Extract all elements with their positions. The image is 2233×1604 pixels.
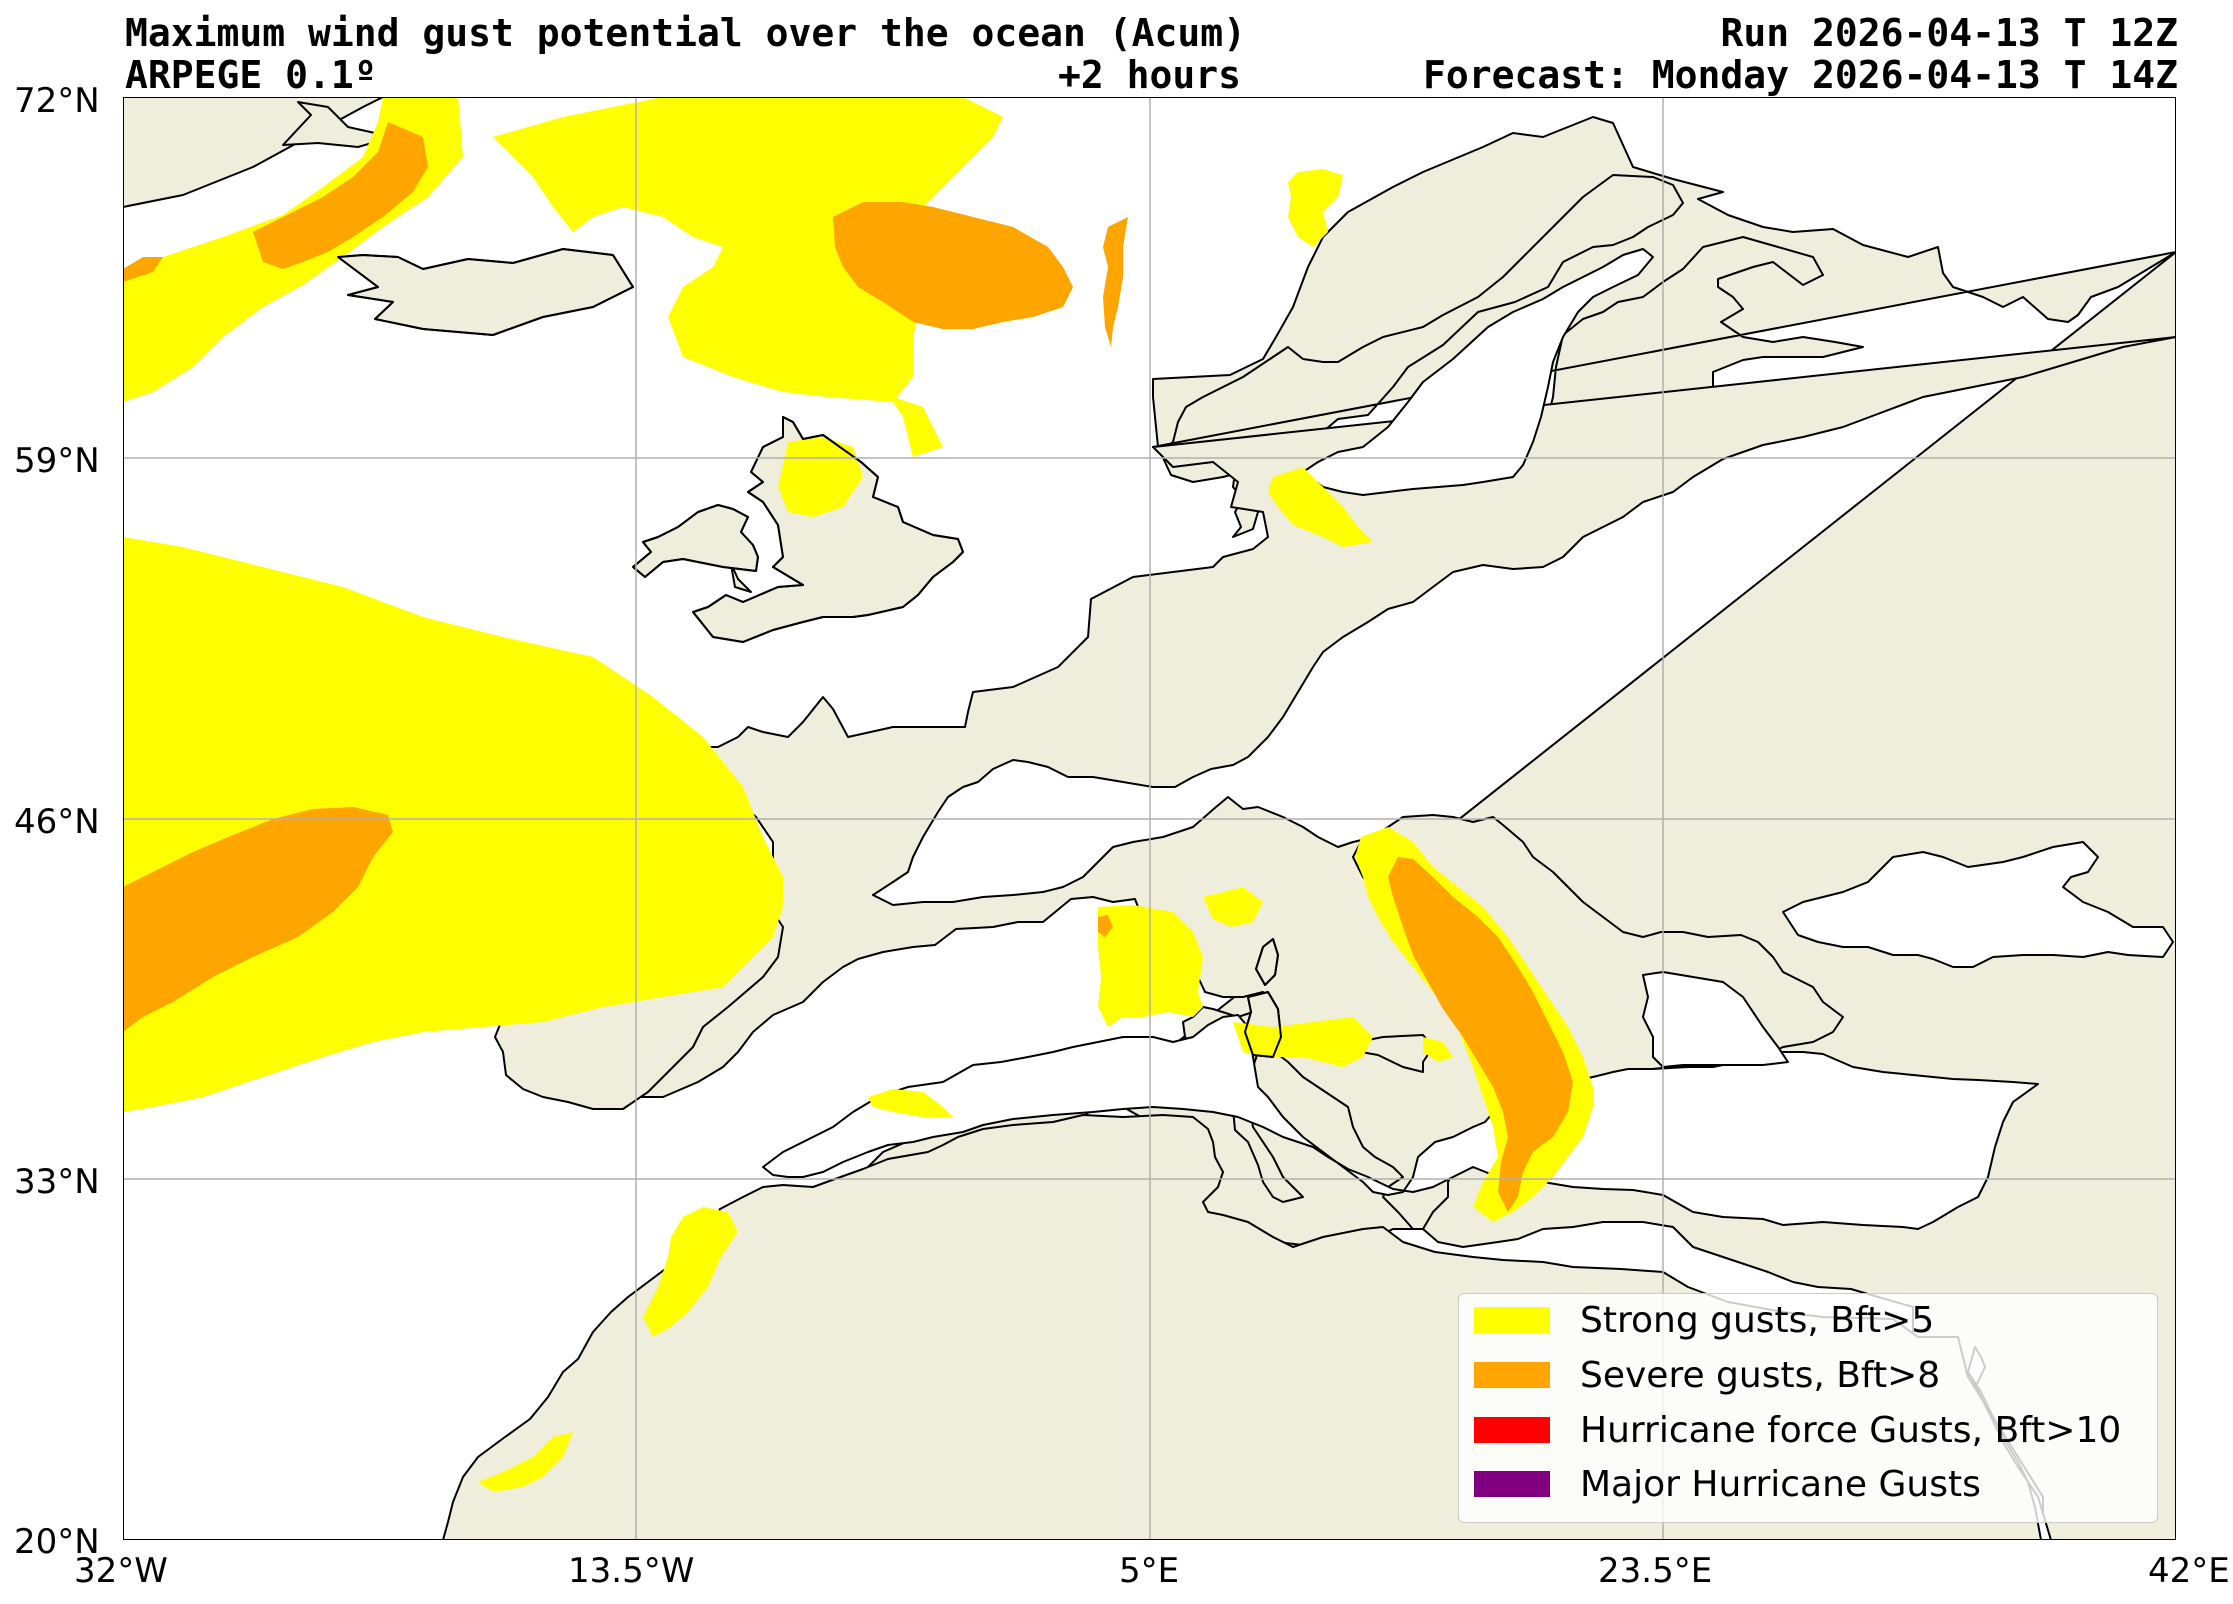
- black-sea: [1782, 841, 2174, 968]
- legend-swatch-major-hurricane: [1474, 1471, 1550, 1497]
- legend-item-severe: Severe gusts, Bft>8: [1474, 1354, 1941, 1396]
- gust-severe-norwegian-sea: [833, 202, 1073, 329]
- forecast-label: Forecast: Monday 2026-04-13 T 14Z: [1423, 53, 2178, 97]
- gust-strong-norwegian-sea: [493, 97, 923, 402]
- lat-tick-label: 33°N: [14, 1162, 100, 1202]
- gust-strong-alboran: [868, 1089, 953, 1117]
- gust-severe-greenland-sea-2: [123, 257, 163, 282]
- gust-severe-adriatic: [1388, 857, 1573, 1212]
- lat-tick-label: 72°N: [14, 81, 100, 121]
- lon-tick-label: 23.5°E: [1598, 1551, 1713, 1591]
- gust-severe-norway-strip: [1103, 217, 1128, 347]
- gust-strong-tyrrhenian-south: [1233, 1017, 1373, 1067]
- gust-strong-skagerrak: [1268, 467, 1373, 547]
- gust-severe-gulf-of-lion: [1098, 915, 1113, 937]
- lat-tick-label: 20°N: [14, 1522, 100, 1562]
- scandinavia-eurasia: [1152, 116, 2176, 548]
- lon-tick-label: 32°W: [74, 1551, 168, 1591]
- severe-gust-areas: [123, 122, 1573, 1212]
- gust-strong-canary: [643, 1207, 738, 1337]
- gust-strong-north-sea: [778, 437, 863, 517]
- legend-label-major-hurricane: Major Hurricane Gusts: [1580, 1463, 1981, 1505]
- legend-item-strong: Strong gusts, Bft>5: [1474, 1299, 1935, 1341]
- legend-swatch-strong: [1474, 1307, 1550, 1333]
- lat-tick-label: 59°N: [14, 441, 100, 481]
- legend-label-strong: Strong gusts, Bft>5: [1580, 1299, 1935, 1341]
- gust-strong-atlantic-west: [123, 537, 783, 1112]
- lon-tick-label: 5°E: [1119, 1551, 1180, 1591]
- map-title: Maximum wind gust potential over the oce…: [125, 11, 1247, 55]
- run-label: Run 2026-04-13 T 12Z: [1720, 11, 2178, 55]
- baltic-sea: [1302, 248, 1654, 496]
- legend-label-severe: Severe gusts, Bft>8: [1580, 1354, 1941, 1396]
- lon-tick-label: 13.5°W: [568, 1551, 695, 1591]
- legend-swatch-hurricane: [1474, 1417, 1550, 1443]
- legend-label-hurricane: Hurricane force Gusts, Bft>10: [1580, 1409, 2122, 1451]
- coastline-outlines: [337, 248, 1282, 1058]
- gust-severe-greenland-sea: [253, 122, 428, 269]
- legend-swatch-severe: [1474, 1362, 1550, 1388]
- gust-strong-ionian: [1423, 1037, 1453, 1062]
- lat-tick-label: 46°N: [14, 802, 100, 842]
- legend-item-hurricane: Hurricane force Gusts, Bft>10: [1474, 1409, 2122, 1451]
- greenland-islet: [282, 101, 394, 148]
- mediterranean-sea: [762, 1014, 2039, 1230]
- sicily: [1357, 1034, 1434, 1073]
- gust-strong-faroe: [1288, 169, 1343, 247]
- lead-time-label: +2 hours: [1058, 53, 1242, 97]
- gust-strong-tyrrhenian-north: [1203, 887, 1263, 927]
- map-legend: [1458, 1293, 2158, 1523]
- lon-tick-label: 42°E: [2148, 1551, 2230, 1591]
- aegean-sea: [1642, 971, 1789, 1068]
- legend-item-major-hurricane: Major Hurricane Gusts: [1474, 1463, 1981, 1505]
- gust-strong-morocco-coast: [478, 1432, 573, 1492]
- gust-severe-atlantic-main: [123, 807, 393, 1032]
- model-label: ARPEGE 0.1º: [125, 53, 377, 97]
